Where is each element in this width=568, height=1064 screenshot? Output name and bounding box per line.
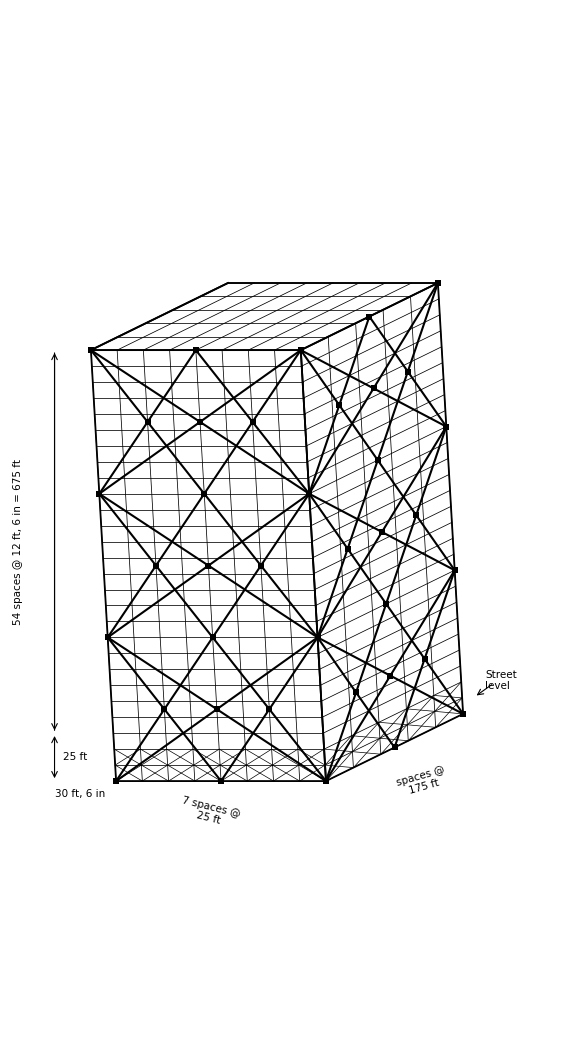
Polygon shape [91, 283, 438, 350]
Text: 30 ft, 6 in: 30 ft, 6 in [55, 789, 105, 799]
Text: 54 spaces @ 12 ft, 6 in = 675 ft: 54 spaces @ 12 ft, 6 in = 675 ft [13, 459, 23, 625]
Text: 7 spaces @
25 ft: 7 spaces @ 25 ft [178, 795, 241, 830]
Text: spaces @
175 ft: spaces @ 175 ft [396, 764, 449, 799]
Text: 25 ft: 25 ft [63, 752, 87, 762]
Text: Street
level: Street level [486, 669, 517, 692]
